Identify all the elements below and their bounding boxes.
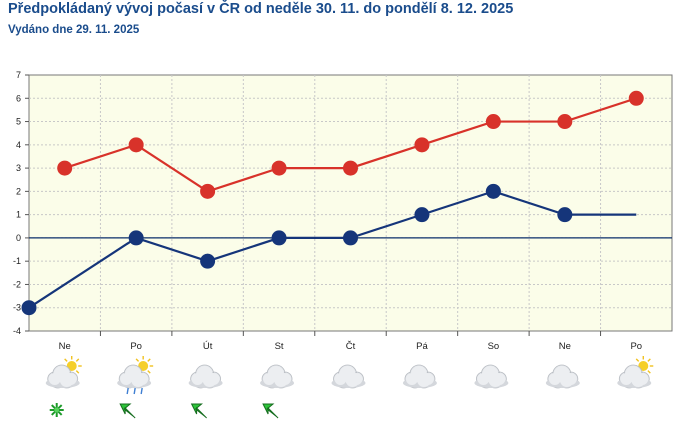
sun-ray [75,358,80,362]
y-tick-label: 7 [16,70,21,80]
max-temperature-point [414,137,430,153]
cloud-fill [488,373,503,387]
y-tick-label: 0 [16,233,21,243]
partly-cloudy-icon [617,356,654,389]
y-tick-label: 1 [16,210,21,220]
snowflake-center [54,407,60,413]
issued-date: Vydáno dne 29. 11. 2025 [8,24,140,36]
cloudy-icon [260,364,295,389]
cloudy-icon [474,364,509,389]
y-tick-label: 3 [16,163,21,173]
sun-ray [135,358,140,362]
cloud-fill [131,373,146,387]
cloud-fill [59,373,74,387]
cloud-fill [274,373,289,387]
max-temperature-point [200,183,216,199]
wind-arrow-icon [190,403,207,419]
max-temperature-point [343,160,358,176]
day-label: Čt [346,341,356,352]
cloud-fill [631,373,646,387]
snowflake-icon [49,403,64,417]
max-temperature-point [271,160,287,176]
cloud-fill [345,373,360,387]
min-temperature-point [485,183,501,199]
min-temperature-point [128,230,144,246]
max-temperature-point [628,90,644,106]
min-temperature-point [343,230,358,246]
min-temperature-point [414,207,430,223]
y-tick-label: -4 [13,326,21,336]
sun-ray [147,370,151,374]
rain-drop [140,387,143,395]
day-label: So [488,341,500,352]
rain-drop [133,387,136,395]
y-tick-label: 4 [16,140,21,150]
plot-area [28,74,673,332]
wind-arrow-shape [119,403,136,419]
wind-arrow-icon [119,403,136,419]
wind-arrow-shape [262,403,279,419]
y-tick-label: 2 [16,186,21,196]
page-title: Předpokládaný vývoj počasí v ČR od neděl… [8,1,514,17]
sun-ray [647,370,651,374]
y-tick-label: 6 [16,93,21,103]
cloudy-icon [402,364,437,389]
rain-drop [126,387,129,395]
y-tick-label: -2 [13,279,21,289]
day-label: Út [203,341,213,352]
sun-ray [75,370,80,374]
max-temperature-point [57,160,73,176]
max-temperature-point [557,114,573,130]
partly-cloudy-icon [45,356,82,389]
max-temperature-point [485,114,501,130]
day-label: Ne [559,341,571,352]
day-label: St [275,341,284,352]
min-temperature-point [557,207,573,223]
max-temperature-point [128,137,144,153]
wind-arrow-shape [190,403,207,419]
cloud-fill [559,373,574,387]
min-temperature-point [271,230,287,246]
y-tick-label: -1 [13,256,21,266]
cloud-fill [416,373,431,387]
sun-ray [647,358,651,362]
cloudy-icon [545,364,580,389]
day-label: Po [630,341,642,352]
day-label: Ne [59,341,71,352]
sun-ray [64,358,68,362]
partly-cloudy-icon [117,356,154,395]
cloudy-icon [331,364,366,389]
wind-arrow-icon [262,403,279,419]
day-label: Po [130,341,142,352]
min-temperature-point [21,300,37,316]
y-tick-label: -3 [13,303,21,313]
sun-ray [635,358,640,362]
cloud-fill [202,373,217,387]
sun-ray [147,358,151,362]
cloudy-icon [188,364,223,389]
min-temperature-point [200,253,216,269]
day-label: Pá [416,341,428,352]
y-tick-label: 5 [16,117,21,127]
